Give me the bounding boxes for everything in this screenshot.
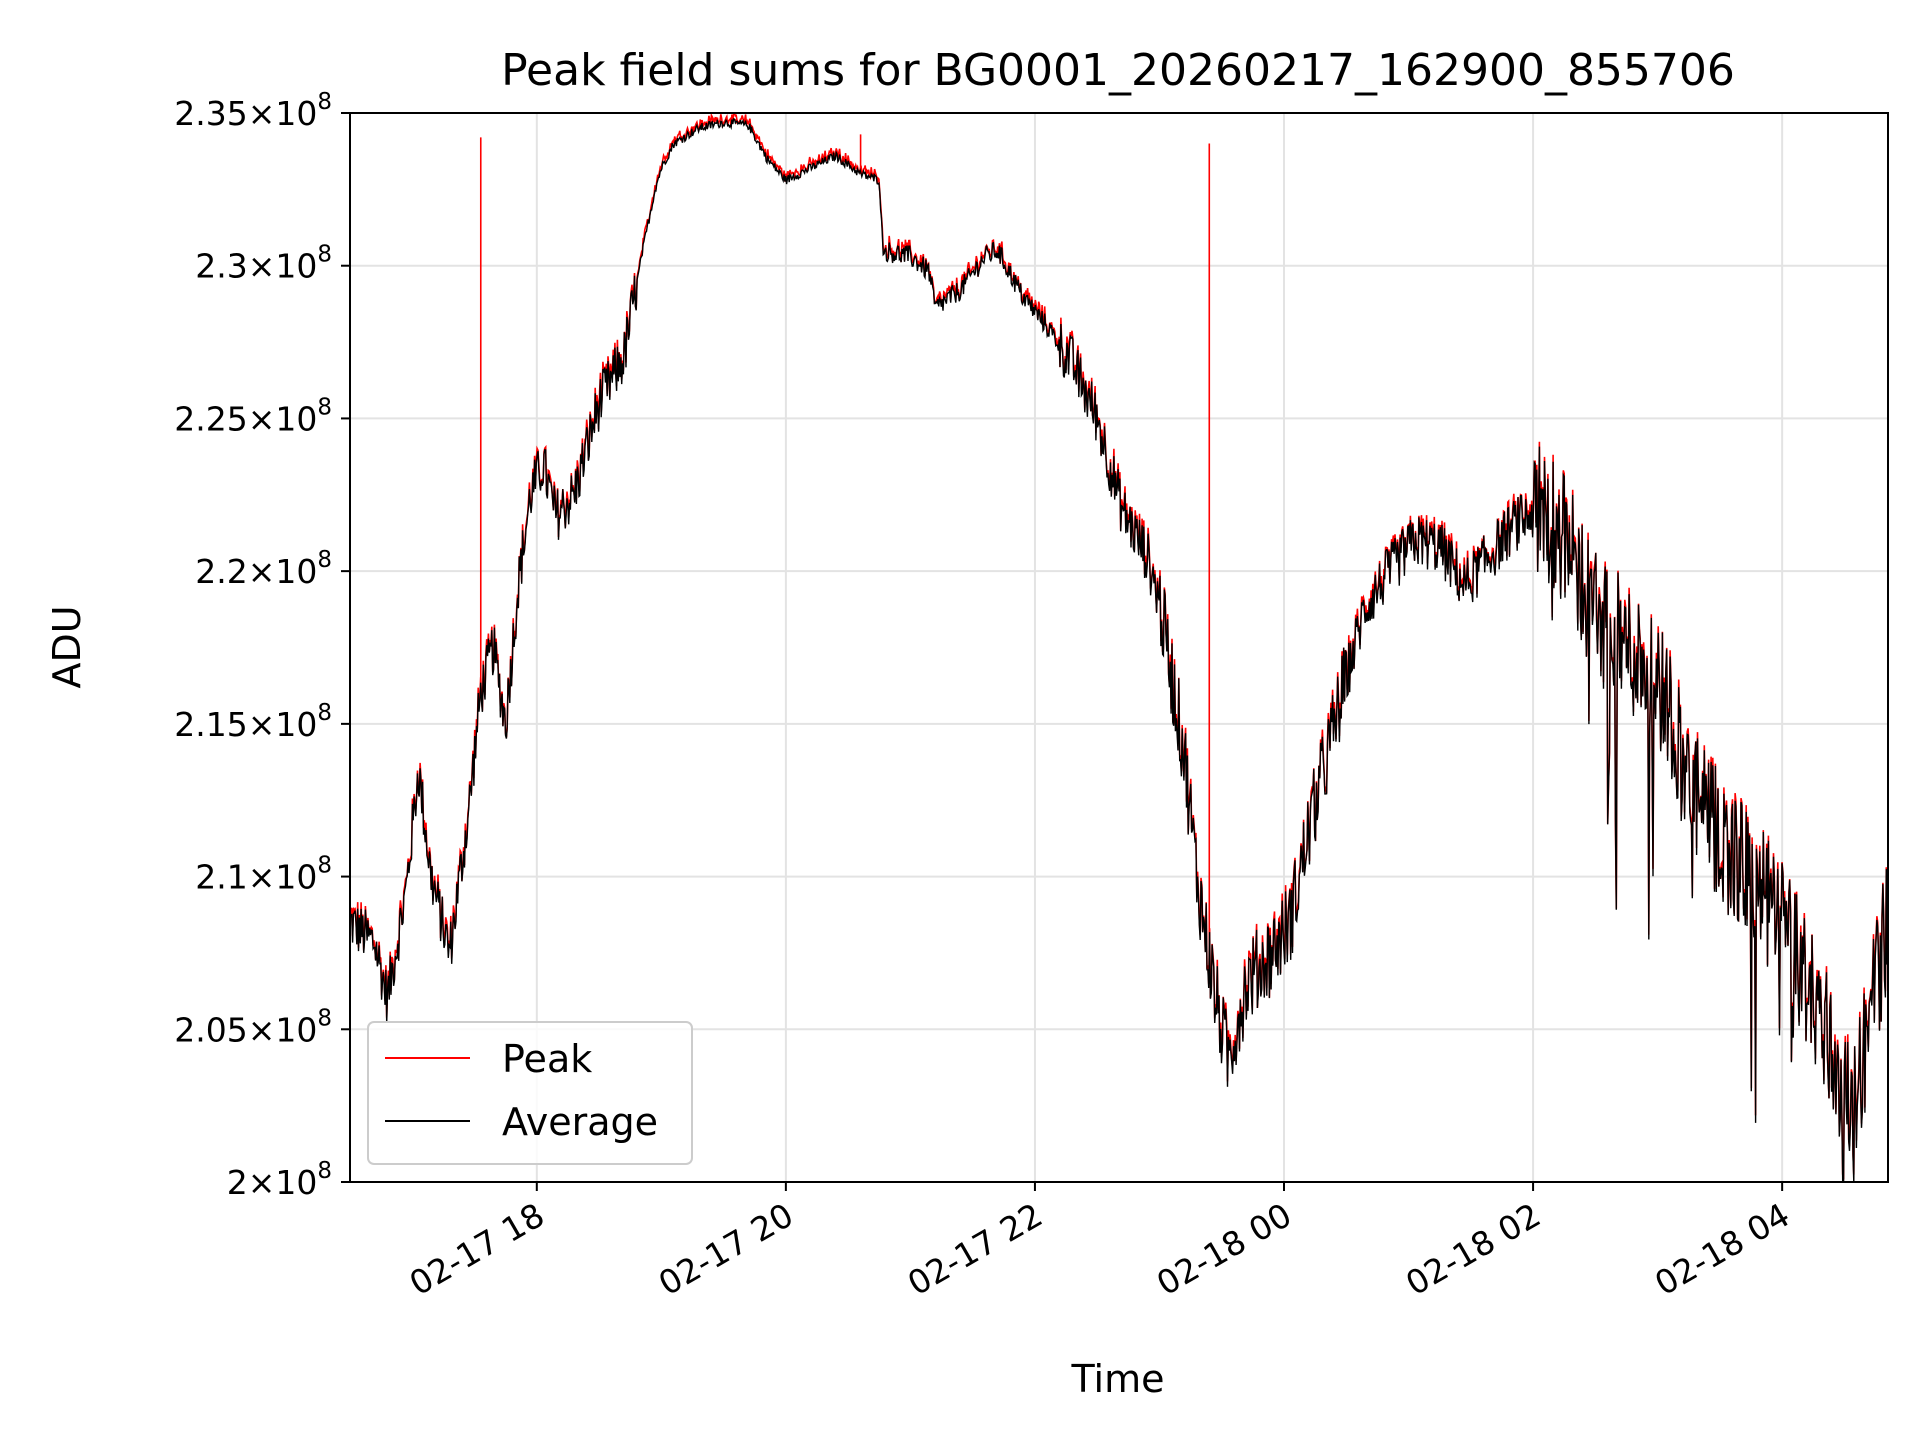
y-tick-label: 2.2×108 (195, 547, 332, 591)
legend: Peak Average (367, 1021, 693, 1165)
x-axis-label: Time (1071, 1357, 1165, 1401)
y-tick-label: 2.1×108 (195, 853, 332, 897)
y-tick-label: 2.15×108 (174, 700, 332, 744)
y-tick-label: 2.3×108 (195, 242, 332, 286)
y-tick-label: 2.35×108 (174, 89, 332, 133)
chart-title: Peak field sums for BG0001_20260217_1629… (501, 45, 1735, 96)
legend-label-average: Average (502, 1100, 658, 1144)
series-average (349, 117, 1889, 1183)
legend-label-peak: Peak (502, 1037, 592, 1081)
y-axis: 2×108 2.05×108 2.1×108 2.15×108 2.2×108 2.25×… (174, 89, 350, 1202)
series-line-average (349, 117, 1889, 1183)
y-tick-label: 2.25×108 (174, 394, 332, 438)
plot-frame (349, 112, 1889, 1183)
plot-area (350, 113, 1888, 1182)
y-tick-label: 2.05×108 (174, 1005, 332, 1049)
y-axis-label: ADU (45, 605, 89, 688)
y-tick-label: 2×108 (227, 1158, 332, 1202)
